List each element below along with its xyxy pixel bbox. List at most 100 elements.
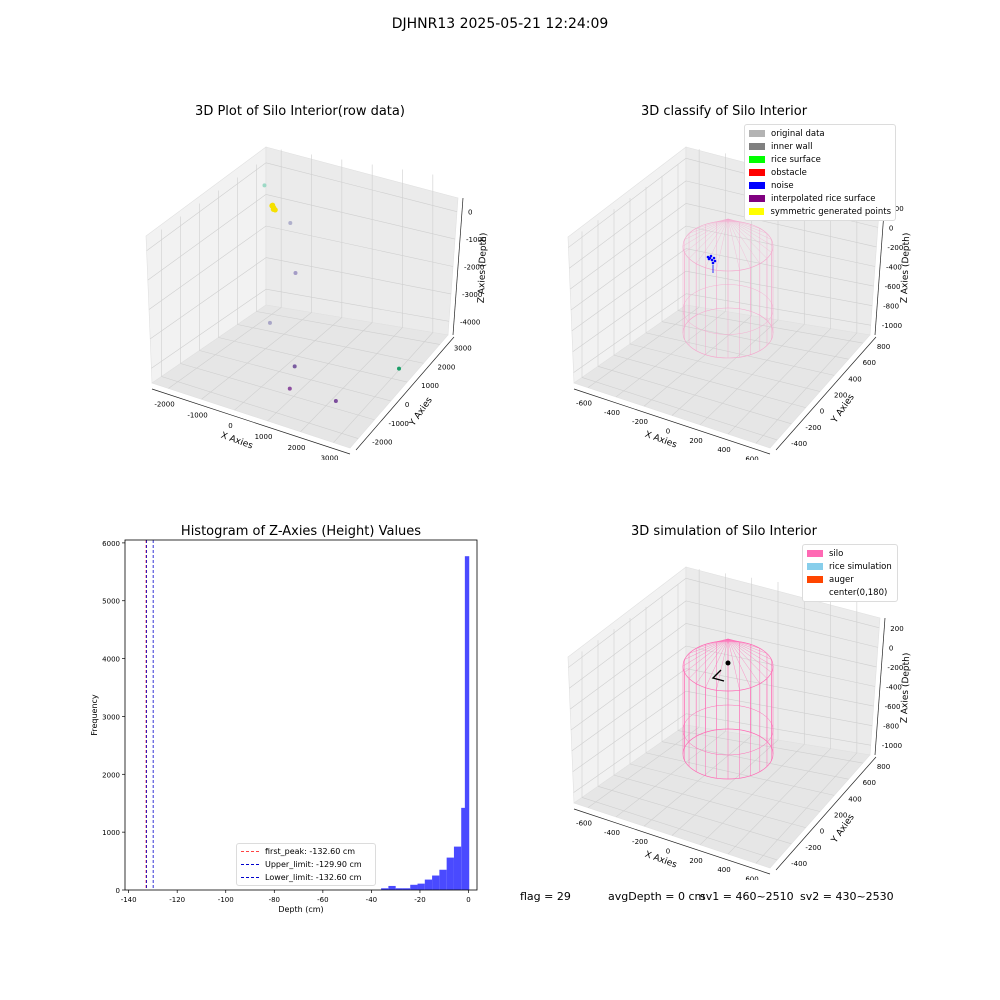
noise-point bbox=[709, 254, 713, 258]
cylinder-cone-line bbox=[684, 638, 729, 673]
legend-swatch bbox=[749, 156, 765, 163]
y-tick-label: -400 bbox=[791, 860, 807, 868]
x-tick-label: -140 bbox=[121, 896, 137, 904]
y-tick-label: 800 bbox=[877, 343, 890, 351]
y-tick-label: 1000 bbox=[102, 829, 120, 837]
plot2-legend: original data inner wall rice surface obsta… bbox=[744, 124, 896, 221]
z-tick-label: -1000 bbox=[882, 742, 902, 750]
x-tick-label: 3000 bbox=[321, 455, 339, 460]
x-tick-label: -200 bbox=[632, 418, 648, 426]
cylinder-cone-line bbox=[716, 218, 729, 222]
legend-label: noise bbox=[771, 180, 794, 191]
cylinder-cone-line bbox=[727, 218, 772, 253]
cylinder-cone-line bbox=[696, 638, 729, 684]
y-tick-label: 3000 bbox=[102, 713, 120, 721]
y-tick-label: 600 bbox=[863, 359, 876, 367]
noise-point bbox=[710, 258, 714, 262]
y-tick-label: 5000 bbox=[102, 598, 120, 606]
z-tick-label: 0 bbox=[468, 209, 472, 217]
histogram-bar bbox=[388, 885, 396, 890]
plot4-legend: silo rice simulation auger center(0,180) bbox=[802, 544, 898, 602]
plot1-3d-raw: -2000 -1000 0 1000 2000 3000 -2000 -1000 0 1000 20… bbox=[145, 146, 489, 460]
y-tick-label: -200 bbox=[805, 844, 821, 852]
x-tick-label: -600 bbox=[576, 820, 592, 828]
y-axis-line bbox=[355, 336, 455, 451]
noise-point bbox=[706, 255, 710, 259]
z-tick-label: -2000 bbox=[464, 264, 484, 272]
cylinder-cone-line bbox=[727, 638, 768, 679]
noise-point bbox=[713, 259, 717, 263]
cylinder-cone-line bbox=[727, 638, 760, 684]
x-tick-label: 400 bbox=[717, 446, 730, 454]
z-tick-label: -200 bbox=[887, 664, 903, 672]
cylinder-cone-line bbox=[727, 218, 760, 264]
x-tick-label: 600 bbox=[745, 875, 758, 880]
x-tick-label: 200 bbox=[689, 437, 702, 445]
cylinder-cone-line bbox=[727, 218, 772, 240]
legend-swatch bbox=[807, 576, 823, 583]
z-axis-line bbox=[452, 197, 464, 336]
cylinder-cone-line bbox=[727, 638, 760, 649]
legend-item: silo bbox=[807, 547, 893, 560]
noise-point bbox=[712, 256, 716, 260]
x-tick-label: -120 bbox=[169, 896, 185, 904]
y-tick-label: 800 bbox=[877, 763, 890, 771]
cylinder-cone-line bbox=[727, 218, 751, 268]
plot3-ylabel: Frequency bbox=[90, 694, 99, 736]
histogram-bar bbox=[439, 869, 447, 890]
y-tick-label: 0 bbox=[405, 401, 409, 409]
cylinder-cone-line bbox=[688, 638, 729, 679]
legend-label: first_peak: -132.60 cm bbox=[265, 847, 356, 856]
y-tick-label: 4000 bbox=[102, 656, 120, 664]
z-tick-label: -3000 bbox=[462, 291, 482, 299]
legend-swatch bbox=[749, 182, 765, 189]
cylinder-cone-line bbox=[716, 638, 729, 691]
x-tick-label: -60 bbox=[317, 896, 328, 904]
y-tick-label: 3000 bbox=[454, 344, 472, 352]
legend-item: Upper_limit: -129.90 cm bbox=[241, 858, 371, 871]
cylinder-cone-line bbox=[696, 218, 729, 264]
legend-label: interpolated rice surface bbox=[771, 193, 876, 204]
plot1-xlabel: X Axies bbox=[219, 431, 254, 452]
legend-swatch bbox=[749, 195, 765, 202]
z-tick-label: -4000 bbox=[460, 318, 480, 326]
x-tick-label: 400 bbox=[717, 866, 730, 874]
cylinder-cone-line bbox=[727, 218, 751, 225]
y-tick-label: 1000 bbox=[421, 382, 439, 390]
x-tick-label: -200 bbox=[632, 838, 648, 846]
legend-item: symmetric generated points bbox=[749, 205, 891, 218]
cylinder-cone-line bbox=[688, 218, 729, 234]
x-tick-label: -400 bbox=[604, 829, 620, 837]
plot4-title: 3D simulation of Silo Interior bbox=[631, 524, 817, 539]
legend-label: rice simulation bbox=[829, 561, 892, 572]
plot3-title: Histogram of Z-Axies (Height) Values bbox=[180, 524, 422, 539]
center-point bbox=[725, 660, 731, 666]
plot3-histogram: -140 -120 -100 -80 -60 -40 -20 0 0 1000 2000 3000 40… bbox=[90, 539, 478, 914]
x-tick-label: -400 bbox=[604, 409, 620, 417]
data-point bbox=[293, 270, 298, 275]
legend-label: rice surface bbox=[771, 154, 821, 165]
histogram-bar bbox=[453, 846, 462, 890]
x-tick-label: 0 bbox=[666, 428, 670, 436]
histogram-bar bbox=[424, 879, 433, 890]
y-tick-label: 600 bbox=[863, 779, 876, 787]
legend-item: center(0,180) bbox=[807, 586, 893, 599]
status-sv2: sv2 = 430~2530 bbox=[800, 890, 894, 903]
z-tick-label: -1000 bbox=[466, 236, 486, 244]
cylinder-cone-line bbox=[684, 638, 729, 660]
y-tick-label: 200 bbox=[834, 392, 847, 400]
x-tick-label: -600 bbox=[576, 400, 592, 408]
z-tick-label: -600 bbox=[885, 283, 901, 291]
noise-point bbox=[711, 261, 715, 265]
z-tick-label: -600 bbox=[885, 703, 901, 711]
legend-swatch bbox=[749, 169, 765, 176]
cylinder-cone-line bbox=[727, 218, 768, 259]
cylinder-cone-line bbox=[727, 638, 772, 673]
cylinder-cone-line bbox=[727, 638, 740, 691]
legend-item: interpolated rice surface bbox=[749, 192, 891, 205]
plot4-zlabel: Z Axies (Depth) bbox=[900, 653, 912, 724]
legend-label: Upper_limit: -129.90 cm bbox=[265, 860, 362, 869]
y-tick-label: -200 bbox=[805, 424, 821, 432]
cylinder-cone-line bbox=[705, 638, 729, 688]
x-tick-label: 200 bbox=[689, 857, 702, 865]
